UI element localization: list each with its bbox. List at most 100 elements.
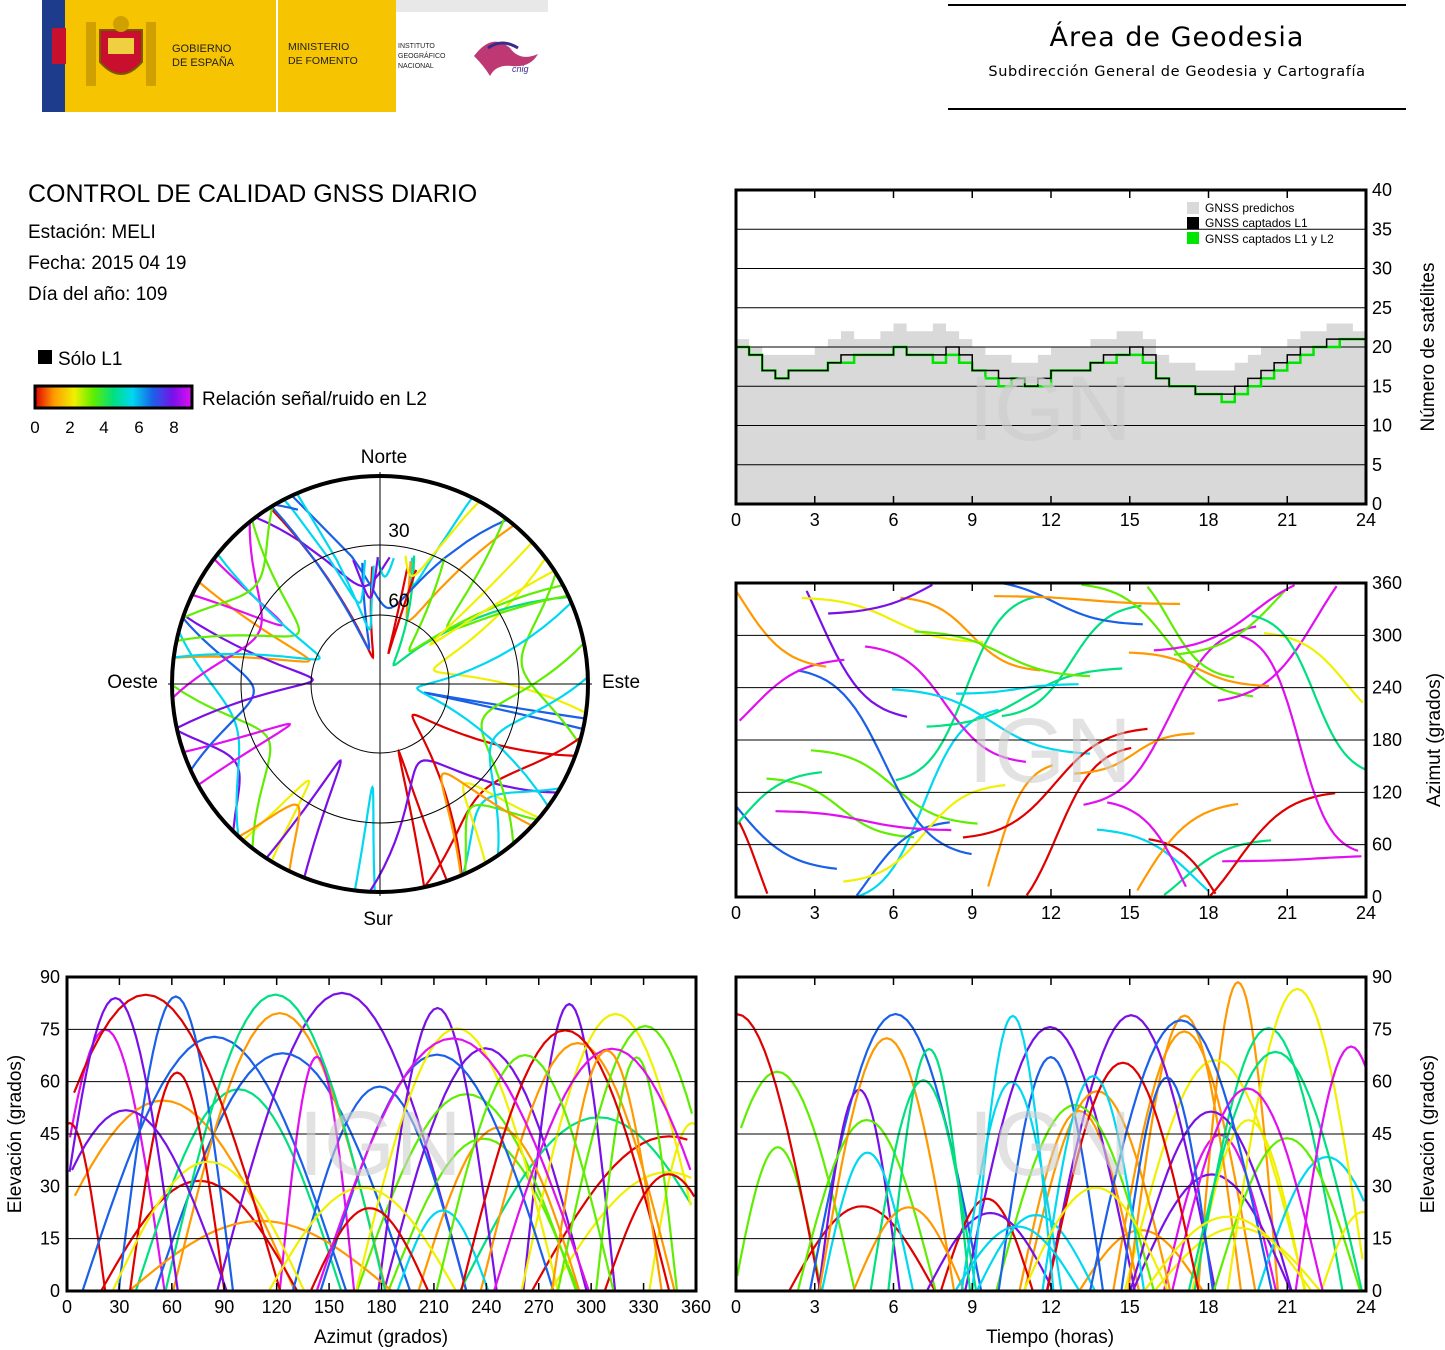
y-tick-label: 40 bbox=[1372, 180, 1392, 200]
satellite-track bbox=[1046, 1061, 1200, 1292]
report-title: CONTROL DE CALIDAD GNSS DIARIO bbox=[28, 180, 478, 208]
satellite-track bbox=[895, 595, 1038, 782]
cnig-text: cnig bbox=[512, 64, 529, 74]
satellite-track bbox=[353, 785, 376, 892]
satellites-chart: IGN 0 3 6 9 12 15 18 21 24 0 5 10 15 20 25 30 35 40 GNSS… bbox=[731, 180, 1439, 530]
snr-legend: Sólo L1 Relación señal/ruido en L2 0 2 4… bbox=[30, 349, 427, 437]
x-ticks: 0 30 60 90 120 150 180 210 240 270 300 330 360 bbox=[62, 977, 711, 1317]
x-tick-label: 18 bbox=[1198, 510, 1218, 530]
satellite-track bbox=[440, 772, 533, 876]
x-tick-label: 18 bbox=[1198, 1297, 1218, 1317]
satellite-track bbox=[182, 505, 274, 620]
x-tick-label: 24 bbox=[1356, 510, 1376, 530]
x-tick-label: 60 bbox=[162, 1297, 182, 1317]
satellite-track bbox=[1129, 1110, 1293, 1292]
elevation-azimuth-tracks bbox=[66, 991, 696, 1292]
satellite-track bbox=[415, 601, 573, 808]
snr-tick: 0 bbox=[30, 418, 39, 437]
satellite-track bbox=[1222, 855, 1362, 863]
satellite-track bbox=[368, 759, 558, 893]
satellite-track bbox=[939, 1197, 1034, 1292]
gov-text-2: DE ESPAÑA bbox=[172, 56, 235, 69]
satellite-track bbox=[954, 1225, 1081, 1292]
x-tick-label: 360 bbox=[681, 1297, 711, 1317]
snr-tick: 4 bbox=[99, 418, 108, 437]
y-tick-label: 10 bbox=[1372, 416, 1392, 436]
satellite-track bbox=[818, 1037, 956, 1292]
y-tick-label: 0 bbox=[50, 1281, 60, 1301]
y-axis-label: Elevación (grados) bbox=[5, 1055, 26, 1213]
l1-only-label: Sólo L1 bbox=[58, 349, 122, 370]
x-tick-label: 120 bbox=[262, 1297, 292, 1317]
satellite-track bbox=[432, 557, 587, 714]
satellite-track bbox=[278, 1055, 356, 1292]
y-ticks: 0 5 10 15 20 25 30 35 40 bbox=[1372, 180, 1392, 514]
x-tick-label: 24 bbox=[1356, 1297, 1376, 1317]
satellite-track bbox=[383, 1047, 588, 1292]
satellite-track bbox=[1320, 1210, 1366, 1292]
x-tick-label: 180 bbox=[366, 1297, 396, 1317]
west-label: Oeste bbox=[107, 672, 158, 693]
y-tick-label: 90 bbox=[1372, 967, 1392, 987]
x-tick-label: 0 bbox=[731, 903, 741, 923]
satellite-track bbox=[267, 1186, 458, 1292]
satellite-track bbox=[111, 1160, 306, 1292]
satellite-track bbox=[914, 630, 1091, 678]
y-tick-label: 300 bbox=[1372, 625, 1402, 645]
y-tick-label: 20 bbox=[1372, 337, 1392, 357]
satellite-track bbox=[435, 1053, 615, 1292]
satellite-track bbox=[387, 567, 418, 655]
satellite-track bbox=[1023, 1090, 1172, 1292]
satellite-track bbox=[971, 1014, 1055, 1292]
x-tick-label: 300 bbox=[576, 1297, 606, 1317]
watermark: IGN bbox=[968, 358, 1132, 460]
x-ticks: 0 3 6 9 12 15 18 21 24 bbox=[731, 977, 1376, 1317]
grid-lines bbox=[736, 1028, 1366, 1240]
satellite-track bbox=[520, 572, 581, 745]
y-tick-label: 0 bbox=[1372, 887, 1382, 907]
x-tick-label: 210 bbox=[419, 1297, 449, 1317]
x-tick-label: 270 bbox=[524, 1297, 554, 1317]
satellite-track bbox=[493, 1047, 692, 1292]
satellite-track bbox=[852, 1206, 966, 1292]
chart-legend: GNSS predichos GNSS captados L1 GNSS cap… bbox=[1187, 201, 1334, 246]
satellite-track bbox=[238, 803, 301, 872]
satellite-track bbox=[270, 505, 371, 651]
flag-stripe bbox=[52, 28, 66, 64]
snr-tick: 8 bbox=[169, 418, 178, 437]
snr-label: Relación señal/ruido en L2 bbox=[202, 389, 427, 410]
satellite-track bbox=[735, 805, 838, 870]
watermark: IGN bbox=[968, 1093, 1132, 1195]
predicted-series bbox=[736, 323, 1366, 504]
satellite-track bbox=[377, 1006, 498, 1292]
satellite-track bbox=[173, 553, 321, 661]
satellite-track bbox=[255, 516, 391, 588]
station-label: Estación: MELI bbox=[28, 222, 156, 243]
y-tick-label: 60 bbox=[1372, 1072, 1392, 1092]
y-tick-label: 15 bbox=[40, 1229, 60, 1249]
satellite-track bbox=[550, 1049, 663, 1292]
y-tick-label: 5 bbox=[1372, 455, 1382, 475]
l1-series bbox=[736, 338, 1366, 395]
grid-lines bbox=[67, 1028, 696, 1240]
satellite-track bbox=[154, 1052, 412, 1292]
satellite-track bbox=[1081, 583, 1254, 698]
satellite-track bbox=[1083, 625, 1257, 806]
x-tick-label: 0 bbox=[731, 510, 741, 530]
satellite-track bbox=[1128, 651, 1270, 688]
satellite-track bbox=[176, 614, 315, 730]
satellite-track bbox=[387, 1137, 580, 1292]
x-tick-label: 6 bbox=[888, 1297, 898, 1317]
x-tick-label: 6 bbox=[888, 903, 898, 923]
gov-text-1: GOBIERNO bbox=[172, 43, 232, 55]
satellite-track bbox=[738, 658, 845, 722]
satellite-track bbox=[891, 688, 1091, 755]
y-tick-label: 60 bbox=[1372, 835, 1392, 855]
x-axis-label: Tiempo (horas) bbox=[986, 1327, 1114, 1348]
satellite-track bbox=[736, 771, 823, 826]
snr-tick: 2 bbox=[65, 418, 74, 437]
legend-predicted: GNSS predichos bbox=[1205, 201, 1294, 215]
satellite-track bbox=[177, 630, 241, 837]
satellite-track bbox=[735, 590, 827, 668]
satellite-track bbox=[428, 541, 555, 646]
